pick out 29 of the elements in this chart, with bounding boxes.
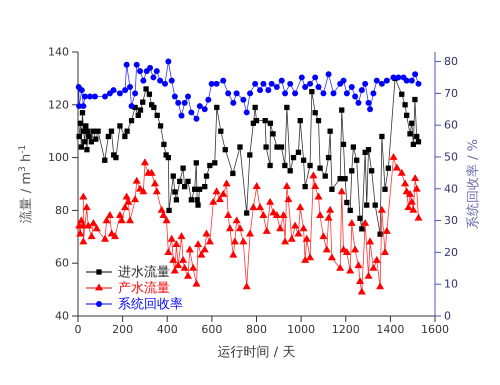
y2-tick-label: 20 xyxy=(444,246,458,259)
legend-label: 进水流量 xyxy=(118,264,170,280)
legend-label: 系统回收率 xyxy=(118,296,183,312)
legend-label: 产水流量 xyxy=(118,280,170,296)
x-axis-title: 运行时间 / 天 xyxy=(218,345,296,360)
x-tick-label: 400 xyxy=(156,322,178,336)
x-tick-label: 1400 xyxy=(376,322,404,336)
y2-tick-label: 10 xyxy=(444,278,458,291)
x-tick-label: 0 xyxy=(74,322,82,336)
y-tick-label: 40 xyxy=(55,310,69,323)
y2-tick-label: 30 xyxy=(444,214,458,228)
x-tick-label: 1200 xyxy=(332,322,360,336)
y2-axis-title: 系统回收率 / % xyxy=(465,139,481,229)
y-tick-label: 80 xyxy=(55,204,69,217)
y-tick-label: 120 xyxy=(48,98,69,112)
x-tick-label: 1600 xyxy=(421,322,449,336)
y2-tick-label: 80 xyxy=(444,55,458,68)
y2-tick-label: 50 xyxy=(444,150,458,164)
y-tick-label: 100 xyxy=(48,151,69,164)
x-tick-label: 600 xyxy=(201,322,222,336)
y2-tick-label: 70 xyxy=(444,86,458,100)
y-tick-label: 60 xyxy=(55,256,69,270)
x-tick-label: 800 xyxy=(246,322,267,336)
x-tick-label: 1000 xyxy=(287,322,316,336)
y2-tick-label: 0 xyxy=(444,310,451,323)
y-tick-label: 140 xyxy=(48,46,69,59)
x-tick-label: 200 xyxy=(112,322,134,336)
y2-tick-label: 40 xyxy=(444,182,458,196)
y2-tick-label: 60 xyxy=(444,118,458,132)
